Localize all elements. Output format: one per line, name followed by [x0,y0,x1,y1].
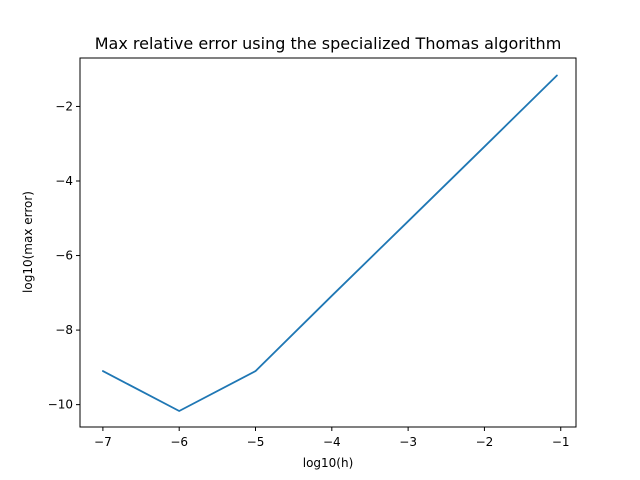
x-tick-label: −7 [94,435,112,449]
series-line [102,74,558,412]
x-tick-label: −5 [247,435,265,449]
plot-frame [79,57,577,428]
x-tick-label: −2 [476,435,494,449]
y-tick-label: −2 [55,99,73,113]
y-tick-label: −6 [55,249,73,263]
y-axis-label: log10(max error) [21,191,35,293]
chart-title: Max relative error using the specialized… [95,34,562,53]
x-axis-label: log10(h) [303,456,354,470]
x-tick-label: −3 [399,435,417,449]
x-tick-label: −1 [552,435,570,449]
plot-area: −7 −6 −5 −4 −3 −2 −1 −10 −8 −6 −4 −2 [48,57,577,449]
x-axis-ticks: −7 −6 −5 −4 −3 −2 −1 [94,427,570,449]
y-axis-ticks: −10 −8 −6 −4 −2 [48,99,80,412]
x-tick-label: −4 [323,435,341,449]
series-layer [102,74,558,412]
y-tick-label: −8 [55,323,73,337]
x-tick-label: −6 [170,435,188,449]
y-tick-label: −4 [55,174,73,188]
y-tick-label: −10 [48,398,73,412]
